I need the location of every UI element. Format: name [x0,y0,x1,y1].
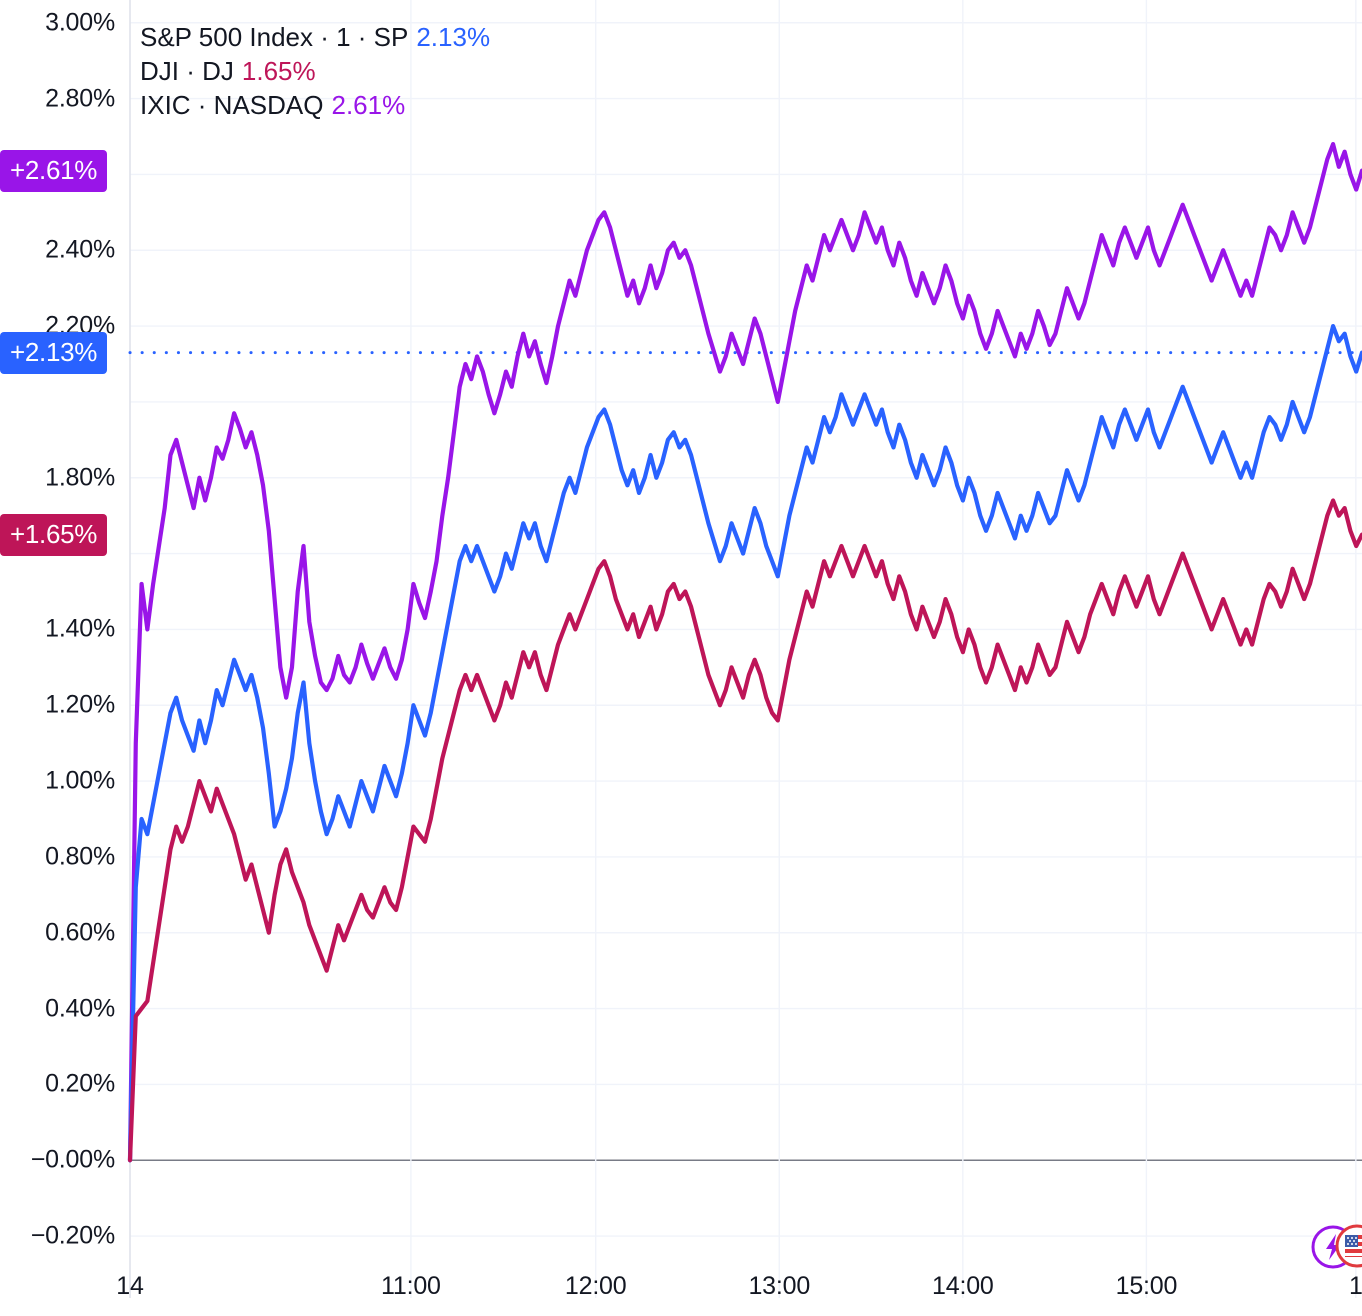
price-badge-sp500[interactable]: +2.13% [0,331,108,374]
legend-row[interactable]: IXIC · NASDAQ 2.61% [140,88,490,122]
legend-row[interactable]: DJI · DJ 1.65% [140,54,490,88]
legend-symbol: IXIC · NASDAQ [140,90,324,120]
legend-value: 1.65% [241,56,316,86]
x-axis-tick-label: 11:00 [381,1272,441,1300]
x-axis-tick-label: 14 [116,1272,144,1300]
legend-value: 2.61% [331,90,406,120]
corner-badge-group[interactable] [1311,1222,1362,1272]
y-axis-tick-label: −0.00% [30,1145,115,1174]
y-axis-tick-label: 0.20% [45,1069,115,1098]
price-badge-nasdaq[interactable]: +2.61% [0,149,108,192]
y-axis-tick-label: 0.80% [45,842,115,871]
us-flag-glyph [1345,1235,1362,1257]
legend-symbol: S&P 500 Index · 1 · SP [140,22,409,52]
legend-row[interactable]: S&P 500 Index · 1 · SP 2.13% [140,20,490,54]
y-axis-tick-label: 0.40% [45,994,115,1023]
y-axis-tick-label: 2.40% [45,235,115,264]
legend-value: 2.13% [416,22,491,52]
series-line [127,141,1362,1163]
series-line [127,498,1362,1163]
y-axis-tick-label: −0.20% [30,1221,115,1250]
y-axis-tick-label: 1.00% [45,766,115,795]
series-line [127,323,1362,1163]
y-axis-tick-label: 0.60% [45,918,115,947]
y-axis-tick-label: 1.80% [45,463,115,492]
x-axis-tick-label: 13:00 [748,1272,811,1300]
x-axis-tick-label: 12:00 [564,1272,627,1300]
x-axis-tick-label: 15:00 [1115,1272,1178,1300]
lightning-bolt-glyph [1326,1234,1340,1260]
y-axis-tick-label: 2.80% [45,84,115,113]
x-axis-tick-label: 14:00 [932,1272,994,1300]
y-axis-tick-label: 1.40% [45,614,115,643]
chart-legend: S&P 500 Index · 1 · SP 2.13% DJI · DJ 1.65%… [140,20,490,122]
price-badge-dji[interactable]: +1.65% [0,513,108,556]
x-axis-tick-label: 1 [1348,1272,1362,1300]
y-axis-tick-label: 1.20% [45,690,115,719]
legend-symbol: DJI · DJ [140,56,234,86]
y-axis-tick-label: 3.00% [45,8,115,37]
